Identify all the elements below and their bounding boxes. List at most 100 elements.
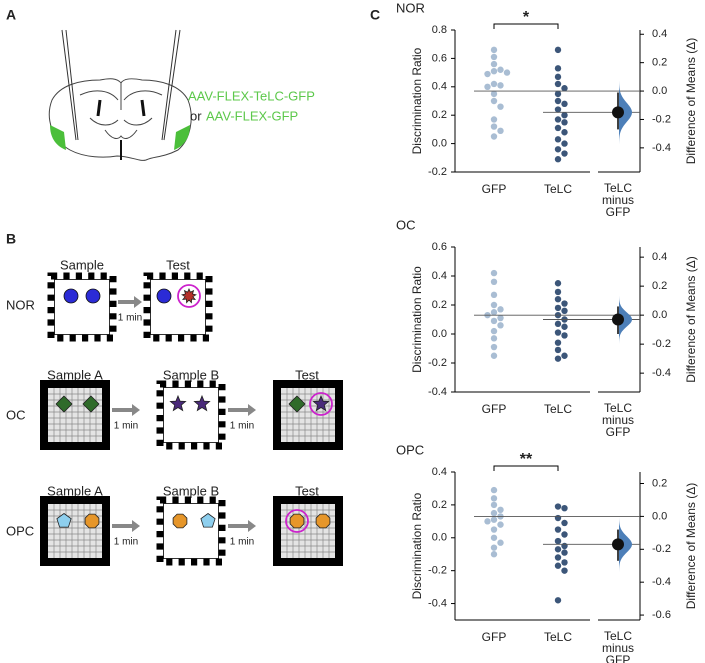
difference-point: [612, 313, 624, 326]
object-circle: [63, 288, 79, 304]
x-tick-label-box: TeLC minus GFP: [602, 402, 635, 439]
y-tick-label: 0.4: [432, 270, 447, 282]
data-point: [554, 554, 562, 561]
data-point: [561, 140, 568, 147]
data-point: [554, 320, 562, 328]
y2-tick-label: -0.2: [652, 113, 671, 125]
y2-axis-label: Difference of Means (Δ): [684, 483, 698, 610]
arena-inner: [163, 387, 219, 443]
data-point: [490, 526, 498, 533]
significance-bracket: [493, 23, 559, 29]
data-point: [554, 156, 562, 163]
x-tick-label: TeLC: [544, 182, 572, 196]
data-point: [561, 323, 568, 330]
y2-tick-label: 0.2: [652, 57, 667, 69]
y2-tick-label: -0.4: [652, 142, 671, 154]
bootstrap-distribution: [619, 79, 632, 146]
y-tick-label: 0.8: [432, 24, 447, 36]
arena-inner: [54, 279, 110, 335]
data-point: [490, 343, 498, 351]
x-tick-label: TeLC minus GFP: [602, 402, 635, 439]
data-point: [497, 103, 504, 110]
x-tick-label: GFP: [482, 182, 507, 196]
arena: [156, 380, 226, 450]
y-tick-label: 0.6: [432, 241, 447, 253]
data-point: [490, 309, 498, 316]
construct-label: AAV-FLEX-GFP: [206, 108, 298, 123]
object-star: [193, 394, 211, 412]
data-point: [554, 562, 562, 569]
data-point: [490, 278, 498, 285]
novelty-ring: [177, 284, 201, 308]
y-axis-label: Discrimination Ratio: [410, 492, 424, 599]
y2-tick-label: 0.2: [652, 280, 667, 292]
data-point: [490, 495, 498, 502]
data-point: [497, 82, 504, 89]
data-point: [554, 514, 562, 522]
y-tick-label: -0.2: [428, 166, 447, 178]
data-point: [497, 306, 504, 313]
object-pentagon: [56, 513, 72, 528]
data-point: [490, 486, 498, 494]
data-point: [554, 65, 562, 72]
bootstrap-distribution: [619, 516, 632, 573]
data-point: [490, 352, 498, 359]
y2-axis-label: Difference of Means (Δ): [684, 38, 698, 165]
y2-tick-label: 0.4: [652, 251, 667, 263]
data-point: [484, 518, 491, 525]
x-tick-label: TeLC minus GFP: [602, 630, 635, 663]
data-point: [561, 307, 568, 314]
x-tick-label-box: TeLC minus GFP: [602, 182, 635, 219]
object-pentagon: [200, 513, 216, 528]
interval-label: 1 min: [114, 537, 138, 548]
y2-tick-label: 0.0: [652, 510, 667, 522]
data-point: [561, 504, 568, 512]
arena: [47, 272, 117, 342]
y2-tick-label: 0.4: [652, 28, 667, 40]
data-point: [490, 501, 498, 509]
data-point: [554, 136, 562, 143]
arrow-head: [132, 520, 140, 532]
data-point: [554, 597, 562, 604]
x-tick-label: GFP: [482, 402, 507, 416]
y-axis-label: Discrimination Ratio: [410, 266, 424, 373]
bootstrap-distribution: [619, 294, 632, 345]
data-point: [490, 97, 498, 105]
object-diamond: [55, 395, 73, 413]
y2-tick-label: 0.0: [652, 85, 667, 97]
object-splat: [181, 288, 197, 304]
row-label: OC: [6, 407, 26, 422]
y2-tick-label: -0.4: [652, 367, 671, 379]
data-point: [554, 296, 562, 303]
data-point: [561, 352, 568, 359]
data-point: [554, 288, 562, 296]
interval-label: 1 min: [230, 537, 254, 548]
data-point: [561, 519, 568, 527]
difference-point: [612, 538, 624, 551]
data-point: [484, 70, 491, 78]
arena: [156, 496, 226, 566]
data-point: [490, 60, 498, 68]
data-point: [490, 80, 498, 88]
data-point: [484, 83, 491, 91]
chart-title: NOR: [396, 0, 425, 15]
x-tick-label: TeLC minus GFP: [602, 182, 635, 219]
data-point: [561, 531, 568, 538]
data-point: [561, 150, 568, 157]
novelty-ring: [285, 509, 309, 533]
interval-label: 1 min: [114, 421, 138, 432]
data-point: [490, 551, 498, 558]
interval-label: 1 min: [118, 313, 142, 324]
data-point: [490, 123, 498, 130]
data-point: [554, 97, 562, 105]
x-tick-label: TeLC: [544, 402, 572, 416]
data-point: [561, 300, 568, 307]
data-point: [497, 506, 504, 514]
data-point: [554, 346, 562, 354]
y2-tick-label: -0.2: [652, 543, 671, 555]
data-point: [554, 355, 562, 362]
arena: [273, 496, 343, 566]
arrow-head: [248, 520, 256, 532]
data-point: [561, 129, 568, 136]
y2-tick-label: -0.4: [652, 576, 671, 588]
